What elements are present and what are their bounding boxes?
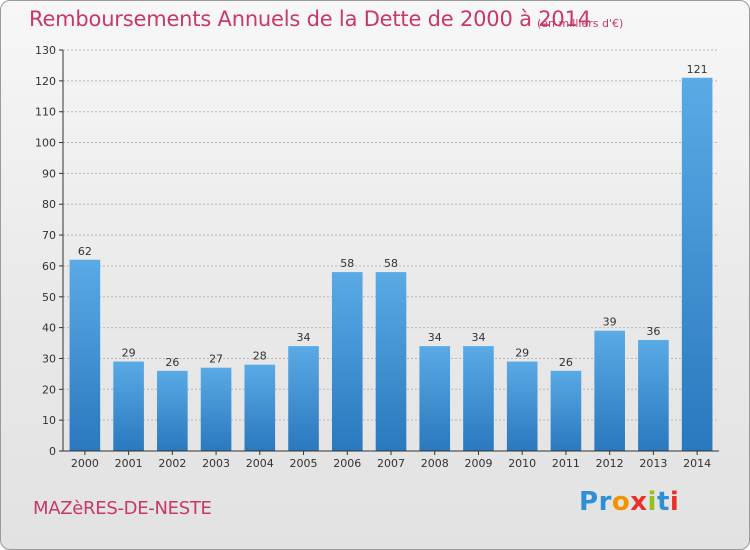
chart-title: Remboursements Annuels de la Dette de 20… <box>29 7 591 31</box>
x-tick-label: 2002 <box>158 457 186 470</box>
y-tick-label: 130 <box>35 44 56 57</box>
bar <box>157 370 188 451</box>
bar <box>244 364 276 451</box>
x-tick-label: 2008 <box>421 457 449 470</box>
x-tick-label: 2009 <box>464 457 492 470</box>
y-tick-label: 100 <box>35 137 56 150</box>
y-tick-label: 20 <box>42 383 56 396</box>
proxiti-logo: Proxiti <box>579 487 679 521</box>
x-tick-label: 2012 <box>596 457 624 470</box>
bar <box>638 339 669 451</box>
logo-letter: x <box>630 487 648 517</box>
y-tick-label: 0 <box>49 445 56 458</box>
bar <box>200 367 232 451</box>
x-tick-label: 2011 <box>552 457 580 470</box>
logo-letter: i <box>669 487 680 517</box>
bar-value-label: 34 <box>297 331 311 344</box>
y-tick-label: 120 <box>35 75 56 88</box>
bar <box>288 346 319 451</box>
bar-value-label: 62 <box>78 245 92 258</box>
chart-subtitle: (en milliers d'€) <box>537 17 624 30</box>
logo-letter: t <box>656 487 670 517</box>
y-tick-label: 60 <box>42 260 56 273</box>
bar-value-label: 39 <box>603 316 617 329</box>
bar <box>463 346 494 451</box>
bar <box>550 370 582 451</box>
bar-value-label: 27 <box>209 353 223 366</box>
logo-letter: P <box>579 487 599 517</box>
bar-value-label: 28 <box>253 350 267 363</box>
x-tick-label: 2010 <box>508 457 536 470</box>
x-tick-label: 2003 <box>202 457 230 470</box>
bar-value-label: 26 <box>559 356 573 369</box>
commune-name: MAZèRES-DE-NESTE <box>33 498 212 519</box>
y-tick-label: 50 <box>42 291 56 304</box>
x-tick-label: 2004 <box>246 457 274 470</box>
bar-value-label: 29 <box>122 347 136 360</box>
y-tick-label: 110 <box>35 106 56 119</box>
bar-value-label: 58 <box>340 257 354 270</box>
bar <box>594 330 625 451</box>
bar-value-label: 58 <box>384 257 398 270</box>
y-tick-label: 70 <box>42 229 56 242</box>
bar <box>375 272 407 451</box>
bar-value-label: 26 <box>165 356 179 369</box>
logo-letter: i <box>647 487 657 517</box>
bar-value-label: 34 <box>471 331 485 344</box>
x-tick-label: 2006 <box>333 457 361 470</box>
logo-letter: o <box>611 487 631 517</box>
bar-value-label: 36 <box>646 325 660 338</box>
bar <box>69 259 101 451</box>
bar <box>419 346 451 451</box>
bars <box>69 77 713 451</box>
y-tick-label: 10 <box>42 414 56 427</box>
y-tick-label: 90 <box>42 167 56 180</box>
bar-value-label: 121 <box>687 63 708 76</box>
logo-letter: r <box>598 487 612 517</box>
x-tick-label: 2014 <box>683 457 711 470</box>
y-tick-label: 80 <box>42 198 56 211</box>
y-tick-label: 40 <box>42 322 56 335</box>
x-tick-label: 2013 <box>639 457 667 470</box>
bar <box>113 361 144 451</box>
bar <box>331 272 363 451</box>
bar <box>681 77 713 451</box>
bar-value-label: 29 <box>515 347 529 360</box>
y-tick-label: 30 <box>42 352 56 365</box>
x-tick-label: 2001 <box>115 457 143 470</box>
axes <box>59 49 719 455</box>
bar <box>506 361 538 451</box>
x-tick-label: 2005 <box>290 457 318 470</box>
x-tick-label: 2007 <box>377 457 405 470</box>
labels: 0 10 20 30 40 50 60 70 80 90 100 110 120 130 62 2000 29 2… <box>35 44 711 470</box>
x-tick-label: 2000 <box>71 457 99 470</box>
bar-value-label: 34 <box>428 331 442 344</box>
